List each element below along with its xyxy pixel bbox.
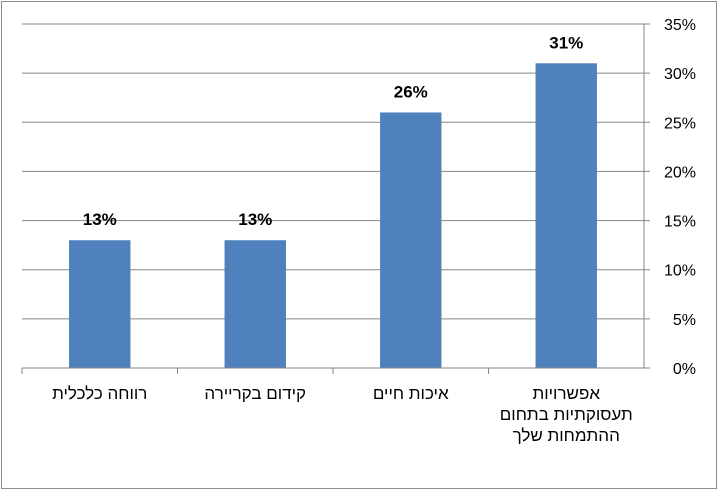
data-labels: 13% 13% 26% 31% — [83, 33, 584, 229]
bar — [224, 240, 286, 368]
data-label: 13% — [238, 210, 272, 229]
y-tick-label: 30% — [664, 66, 696, 83]
category-label: איכות חיים — [372, 384, 449, 403]
category-label: אפשרויות תעסוקתיות בתחום ההתמחות שלך — [499, 384, 633, 445]
bar — [380, 112, 442, 368]
data-label: 26% — [394, 82, 428, 101]
y-tick-label: 15% — [664, 214, 696, 231]
bars — [69, 63, 597, 369]
bar — [69, 240, 131, 368]
y-tick-label: 20% — [664, 164, 696, 181]
bar — [535, 63, 597, 369]
data-label: 13% — [83, 210, 117, 229]
y-tick-label: 0% — [673, 361, 696, 378]
axes — [21, 23, 650, 374]
category-label: רווחה כלכלית — [52, 384, 148, 403]
y-tick-labels: 0% 5% 10% 15% 20% 25% 30% 35% — [664, 17, 696, 378]
y-tick-label: 5% — [673, 312, 696, 329]
category-label: קידום בקריירה — [204, 384, 307, 403]
y-tick-label: 10% — [664, 263, 696, 280]
data-label: 31% — [549, 33, 583, 52]
y-tick-label: 35% — [664, 17, 696, 34]
y-tick-label: 25% — [664, 115, 696, 132]
